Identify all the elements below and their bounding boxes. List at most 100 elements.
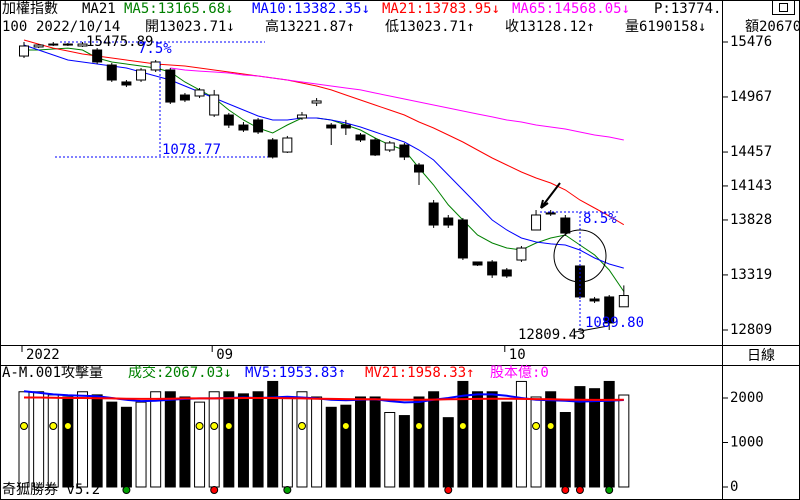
candle-body [296,114,307,119]
header: 加權指數 MA21 MA5:13165.68↓ MA10:13382.35↓ MA21:… [2,1,800,35]
volume-header-item: MV5:1953.83↑ [245,365,346,381]
annotation: 15475.89 [86,34,153,50]
signal-dot [195,422,204,430]
candle-body [150,61,161,71]
signal-dot [415,422,424,430]
signal-dot [49,422,58,430]
highlight-circle [553,229,607,283]
signal-dot [561,486,570,494]
app-footer: 奇狐勝券 v5.2 [2,481,100,498]
y-tick-label: 14143 [730,178,772,194]
volume-bar [223,391,235,488]
candle-body [501,269,512,277]
candle-body [77,43,88,47]
signal-dot [532,422,541,430]
volume-bar [559,411,571,488]
arrow [540,182,561,209]
volume-header-item: A-M.001攻擊量 [2,364,103,381]
volume-bar [179,396,191,488]
candle-body [19,45,29,57]
candle-body [62,43,73,46]
header-item: 量6190158↓ [625,19,706,35]
volume-bar [135,401,147,488]
header-item: MA65:14568.05↓ [512,1,630,17]
volume-bar [589,388,601,488]
volume-bar [91,394,103,488]
window-button[interactable] [772,0,795,15]
header-item: MA5:13165.68↓ [124,1,234,17]
volume-bar [106,401,118,488]
candle-body [399,144,410,158]
candle-body [531,214,542,231]
candle-body [618,295,629,308]
volume-bar [603,380,615,488]
signal-dot [224,422,233,430]
y-tick-label: 14457 [730,144,772,160]
period-label[interactable]: 日線 [747,348,775,364]
annotation: 7.5% [138,41,172,57]
candle-body [238,124,249,131]
candle-body [457,219,468,259]
volume-bar [472,391,484,488]
candle-body [48,43,59,46]
candle-body [370,139,381,156]
candle-body [472,261,483,266]
y-tick-label: 0 [730,479,738,495]
candle-body [560,217,571,234]
candle-body [267,139,278,158]
candle-body [589,298,600,302]
y-tick-label: 2000 [730,390,764,406]
candle-body [326,124,337,129]
signal-dot [546,422,555,430]
volume-bar [442,417,454,488]
candle-body [165,69,176,103]
x-tick-label: 10 [509,347,526,363]
header-item: 低13023.71↑ [385,19,475,35]
volume-bar [369,396,381,488]
volume-bar [545,391,557,488]
volume-bar [457,380,469,488]
header-item: 2022/10/14 [36,19,120,35]
candle-body [92,49,103,63]
x-tick-label: 2022 [26,347,60,363]
volume-bar [252,391,264,488]
signal-dot [210,422,219,430]
volume-bar [311,396,323,488]
candle-body [340,124,351,129]
volume-bar [18,391,30,488]
candle-body [209,94,220,116]
candle-body [443,217,454,226]
volume-bar [62,396,74,488]
volume-bar [281,396,293,488]
volume-bar [515,380,527,488]
y-tick-label: 14967 [730,89,772,105]
volume-header-item: 成交:2067.03↓ [128,364,232,381]
volume-bar [618,394,630,488]
candle-body [414,164,425,173]
ma-line [170,67,624,141]
y-tick-label: 1000 [730,434,764,450]
candle-body [223,114,234,126]
header-item: 收13128.12↑ [505,19,595,35]
volume-bar [398,415,410,488]
window-button-icon [779,3,788,12]
volume-bar [33,391,45,488]
low-pointer [574,325,609,333]
signal-dot [20,422,28,430]
volume-bar [194,401,206,488]
candle-body [282,137,293,153]
candle-body [487,261,498,276]
candle-body [545,212,556,215]
signal-dot [297,422,306,430]
candle-body [121,81,132,86]
header-item: 高13221.87↑ [265,18,355,35]
signal-dot [210,486,219,494]
header-item: MA21:13783.95↓ [382,1,500,17]
header-item: MA10:13382.35↓ [252,1,370,17]
candle-body [604,296,615,324]
signal-dot [341,422,350,430]
signal-dot [575,486,584,494]
header-item: 額20670 [745,19,800,35]
volume-bar [208,391,220,488]
